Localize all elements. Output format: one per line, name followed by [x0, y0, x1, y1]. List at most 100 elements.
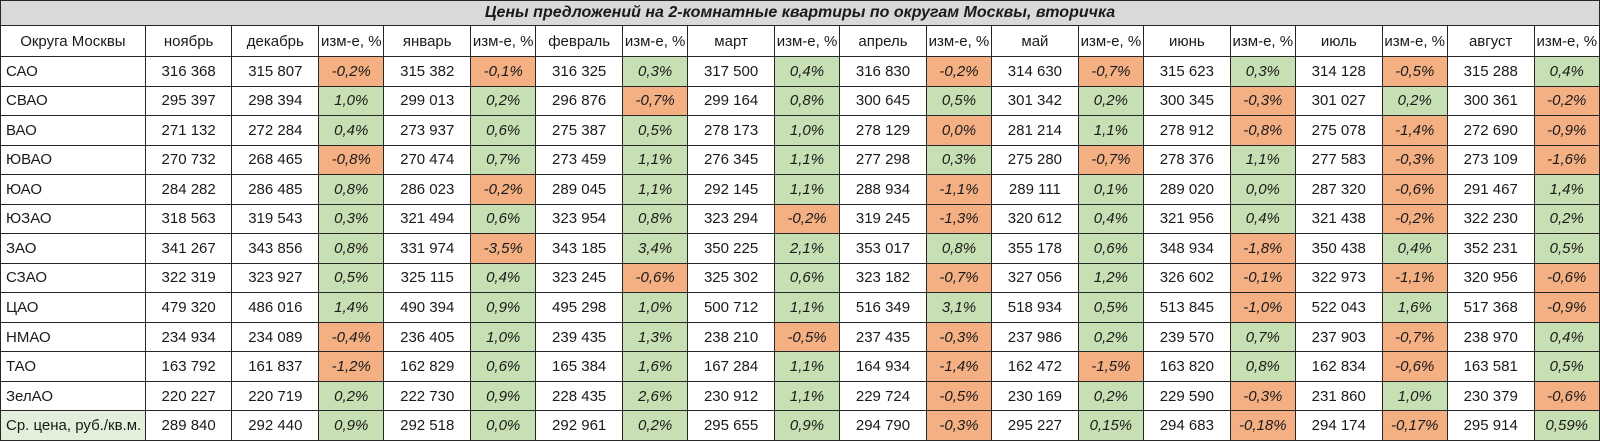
- change-cell: -0,1%: [1229, 262, 1296, 294]
- change-cell: 1,1%: [621, 174, 689, 205]
- change-cell: -0,8%: [318, 144, 385, 176]
- change-cell: -0,8%: [1229, 115, 1296, 146]
- price-cell: 273 937: [383, 115, 472, 146]
- table-row: НМАО 234 934 234 089 -0,4% 236 405 1,0% 239 43…: [0, 321, 1600, 353]
- header-cell-change: изм-е, %: [925, 25, 993, 57]
- change-cell: -0,2%: [1381, 203, 1448, 235]
- price-cell: 286 485: [231, 174, 320, 205]
- change-cell: 0,7%: [1229, 321, 1296, 353]
- price-cell: 289 045: [535, 174, 623, 205]
- price-cell: 272 690: [1446, 115, 1535, 146]
- price-cell: 321 494: [383, 203, 472, 235]
- price-cell: 331 974: [383, 233, 472, 264]
- change-cell: -0,6%: [621, 262, 689, 294]
- price-cell: 319 543: [231, 203, 320, 235]
- price-cell: 161 837: [231, 351, 320, 382]
- change-cell: 0,2%: [1381, 85, 1448, 117]
- price-cell: 238 970: [1446, 321, 1535, 353]
- table-title: Цены предложений на 2-комнатные квартиры…: [0, 0, 1600, 26]
- price-cell: 292 440: [231, 410, 320, 441]
- price-cell: 326 602: [1143, 262, 1231, 294]
- price-cell: 315 288: [1446, 56, 1535, 87]
- change-cell: 0,0%: [1229, 174, 1296, 205]
- change-cell: -0,6%: [1381, 174, 1448, 205]
- price-cell: 343 856: [231, 233, 320, 264]
- price-cell: 220 719: [231, 380, 320, 412]
- change-cell: 2,6%: [621, 380, 689, 412]
- price-cell: 323 954: [535, 203, 623, 235]
- table-row: САО 316 368 315 807 -0,2% 315 382 -0,1% 316 32…: [0, 56, 1600, 87]
- change-cell: -0,3%: [1229, 85, 1296, 117]
- change-cell: 1,0%: [621, 292, 689, 323]
- price-cell: 291 467: [1446, 174, 1535, 205]
- price-cell: 320 956: [1446, 262, 1535, 294]
- change-cell: 1,4%: [1533, 174, 1600, 205]
- change-cell: -0,2%: [318, 56, 385, 87]
- change-cell: 0,2%: [1077, 380, 1145, 412]
- header-cell-change: изм-е, %: [1381, 25, 1448, 57]
- price-cell: 220 227: [144, 380, 233, 412]
- change-cell: -1,1%: [1381, 262, 1448, 294]
- change-cell: -0,5%: [773, 321, 841, 353]
- change-cell: -0,6%: [1381, 351, 1448, 382]
- price-cell: 300 645: [839, 85, 927, 117]
- change-cell: -0,6%: [1533, 380, 1600, 412]
- header-cell-change: изм-е, %: [470, 25, 537, 57]
- header-cell-region: Округа Москвы: [0, 25, 146, 57]
- change-cell: 0,2%: [1077, 321, 1145, 353]
- price-cell: 162 834: [1294, 351, 1383, 382]
- price-cell: 278 129: [839, 115, 927, 146]
- change-cell: 1,1%: [773, 144, 841, 176]
- change-cell: -0,9%: [1533, 292, 1600, 323]
- change-cell: 0,4%: [318, 115, 385, 146]
- price-cell: 490 394: [383, 292, 472, 323]
- region-cell: ЮВАО: [0, 144, 146, 176]
- change-cell: 1,6%: [1381, 292, 1448, 323]
- price-cell: 325 115: [383, 262, 472, 294]
- region-cell: СВАО: [0, 85, 146, 117]
- header-cell-month: июнь: [1143, 25, 1231, 57]
- price-cell: 350 438: [1294, 233, 1383, 264]
- price-cell: 231 860: [1294, 380, 1383, 412]
- change-cell: 1,0%: [773, 115, 841, 146]
- price-cell: 343 185: [535, 233, 623, 264]
- price-cell: 298 394: [231, 85, 320, 117]
- change-cell: 0,4%: [1533, 321, 1600, 353]
- price-cell: 275 078: [1294, 115, 1383, 146]
- price-cell: 163 820: [1143, 351, 1231, 382]
- change-cell: 0,15%: [1077, 410, 1145, 441]
- change-cell: 0,3%: [318, 203, 385, 235]
- table-row: ВАО 271 132 272 284 0,4% 273 937 0,6% 275 387 0…: [0, 115, 1600, 146]
- change-cell: 0,4%: [1533, 56, 1600, 87]
- change-cell: 0,5%: [621, 115, 689, 146]
- price-cell: 322 319: [144, 262, 233, 294]
- region-cell: СЗАО: [0, 262, 146, 294]
- price-cell: 355 178: [991, 233, 1079, 264]
- header-cell-month: август: [1446, 25, 1535, 57]
- price-cell: 314 128: [1294, 56, 1383, 87]
- price-cell: 348 934: [1143, 233, 1231, 264]
- change-cell: 0,4%: [773, 56, 841, 87]
- header-cell-month: май: [991, 25, 1079, 57]
- header-cell-month: январь: [383, 25, 472, 57]
- price-cell: 315 623: [1143, 56, 1231, 87]
- price-cell: 289 840: [144, 410, 233, 441]
- price-cell: 273 459: [535, 144, 623, 176]
- change-cell: 0,5%: [318, 262, 385, 294]
- total-label-cell: Ср. цена, руб./кв.м.: [0, 410, 146, 441]
- change-cell: -0,2%: [773, 203, 841, 235]
- price-cell: 299 013: [383, 85, 472, 117]
- change-cell: -1,2%: [318, 351, 385, 382]
- header-row: Округа Москвы ноябрь декабрь изм-е, % январь…: [0, 25, 1600, 57]
- table-row: ЮАО 284 282 286 485 0,8% 286 023 -0,2% 289 045…: [0, 174, 1600, 205]
- price-cell: 321 956: [1143, 203, 1231, 235]
- change-cell: 0,6%: [470, 351, 537, 382]
- change-cell: 0,6%: [470, 203, 537, 235]
- price-cell: 316 325: [535, 56, 623, 87]
- price-cell: 236 405: [383, 321, 472, 353]
- change-cell: 1,0%: [318, 85, 385, 117]
- price-cell: 315 382: [383, 56, 472, 87]
- price-cell: 292 145: [687, 174, 775, 205]
- price-cell: 353 017: [839, 233, 927, 264]
- change-cell: 0,8%: [318, 174, 385, 205]
